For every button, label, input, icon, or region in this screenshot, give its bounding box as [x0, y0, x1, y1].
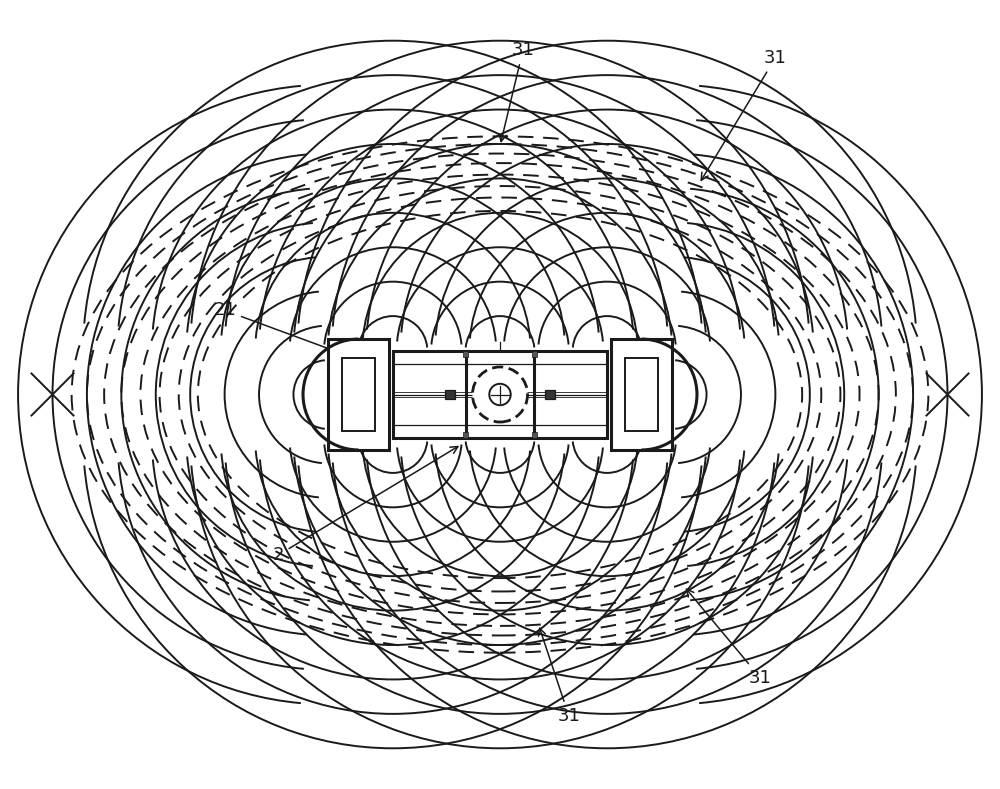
Bar: [625, 358, 658, 431]
Text: 2: 2: [272, 447, 458, 564]
Circle shape: [489, 383, 511, 406]
Bar: [611, 339, 672, 450]
Bar: [328, 339, 389, 450]
Bar: [393, 350, 607, 439]
Bar: [532, 350, 537, 357]
Bar: [463, 432, 468, 439]
Text: 21: 21: [213, 301, 366, 363]
Bar: [342, 358, 375, 431]
Bar: [463, 350, 468, 357]
Text: 31: 31: [499, 41, 534, 141]
Text: 31: 31: [701, 49, 787, 181]
Bar: [445, 390, 455, 399]
Bar: [532, 432, 537, 439]
Text: 31: 31: [539, 628, 580, 725]
Text: 31: 31: [686, 589, 772, 686]
Circle shape: [472, 367, 528, 422]
Bar: [545, 390, 555, 399]
